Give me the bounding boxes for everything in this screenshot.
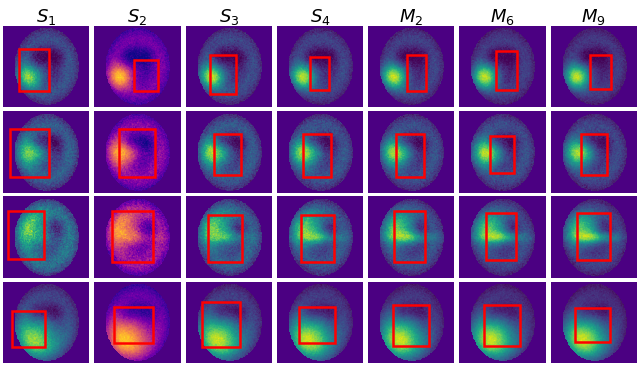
Bar — [581, 134, 607, 175]
Bar — [112, 211, 154, 262]
Bar — [8, 211, 44, 259]
Bar — [299, 306, 335, 343]
Bar — [394, 211, 424, 262]
Bar — [114, 306, 152, 343]
Bar — [214, 134, 241, 175]
Bar — [486, 213, 516, 260]
Bar — [496, 51, 518, 90]
Bar — [19, 49, 49, 91]
Bar — [407, 55, 426, 91]
Bar — [207, 215, 242, 262]
Bar — [310, 57, 329, 90]
Bar — [577, 213, 609, 260]
Bar — [12, 310, 45, 347]
Text: $M_9$: $M_9$ — [581, 7, 606, 27]
Text: $S_4$: $S_4$ — [310, 7, 330, 27]
Bar — [134, 60, 157, 91]
Text: $S_1$: $S_1$ — [36, 7, 56, 27]
Bar — [396, 134, 424, 177]
Text: $S_2$: $S_2$ — [127, 7, 148, 27]
Bar — [490, 136, 514, 172]
Bar — [301, 215, 334, 262]
Bar — [10, 129, 49, 177]
Bar — [202, 302, 240, 347]
Text: $S_3$: $S_3$ — [219, 7, 239, 27]
Text: $M_2$: $M_2$ — [399, 7, 424, 27]
Bar — [484, 305, 520, 346]
Bar — [210, 55, 236, 94]
Text: $M_6$: $M_6$ — [490, 7, 515, 27]
Bar — [393, 305, 429, 346]
Bar — [119, 129, 155, 177]
Bar — [303, 134, 331, 177]
Bar — [590, 55, 611, 89]
Bar — [575, 308, 609, 342]
